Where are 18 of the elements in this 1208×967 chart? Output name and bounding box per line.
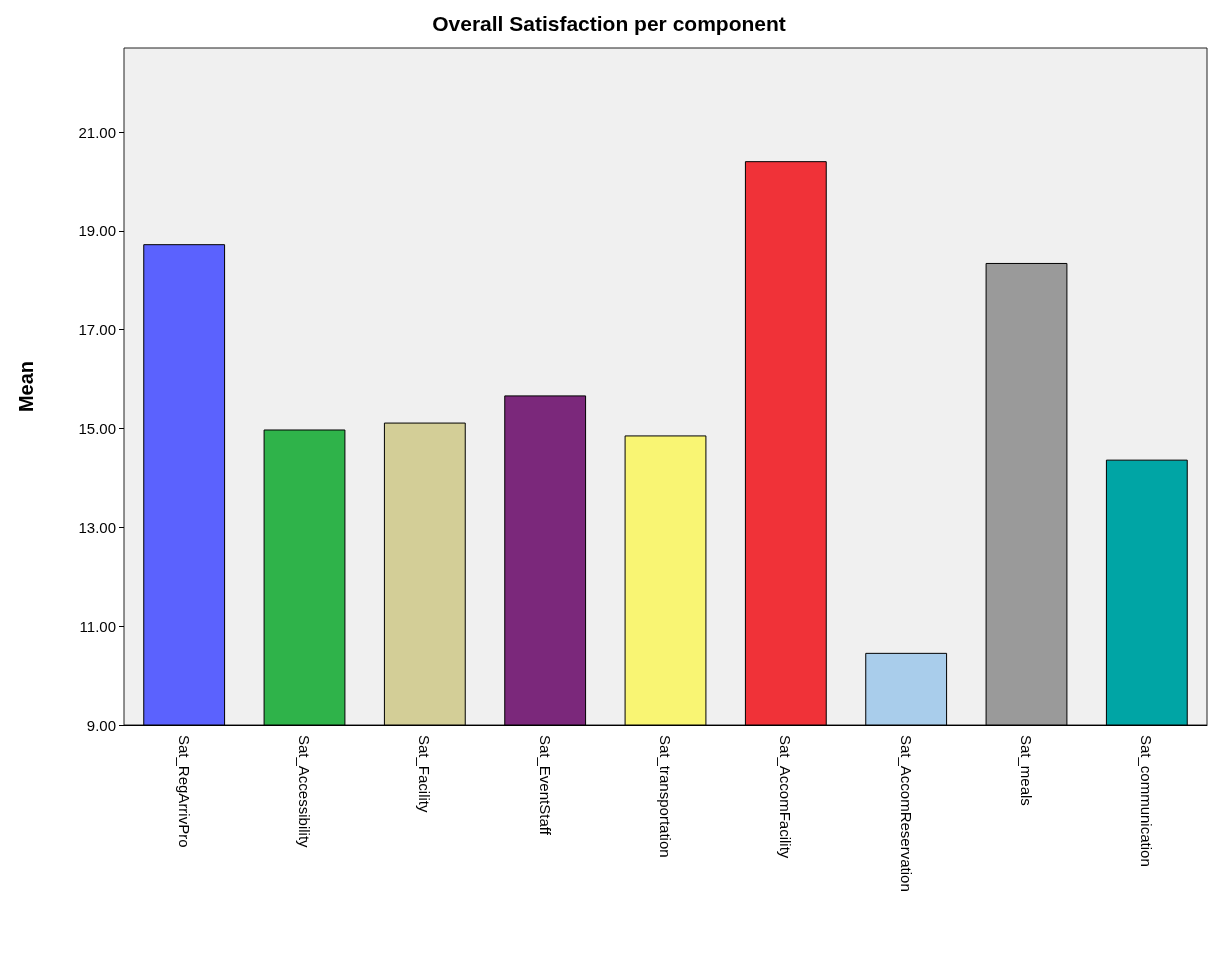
x-tick-label: Sat_EventStaff — [536, 735, 554, 836]
x-tick-label: Sat_RegArrivPro — [175, 735, 193, 848]
x-tick-label: Sat_transportation — [657, 735, 674, 858]
x-tick-label: Sat_AccomFacility — [777, 735, 795, 859]
y-tick-label: 13.00 — [78, 518, 116, 536]
x-tick-label: Sat_meals — [1018, 735, 1035, 806]
y-tick-label: 11.00 — [79, 617, 116, 635]
y-tick-label: 9.00 — [86, 716, 116, 734]
x-tick-label: Sat_Accessibility — [296, 735, 313, 849]
y-axis-title: Mean — [15, 360, 37, 413]
y-tick-label: 21.00 — [78, 123, 116, 141]
chart-title: Overall Satisfaction per component — [432, 12, 786, 35]
x-tick-label: Sat_communication — [1138, 735, 1156, 867]
y-tick-label: 15.00 — [78, 420, 116, 437]
y-tick-label: 19.00 — [78, 222, 116, 240]
x-tick-label: Sat_AccomReservation — [897, 735, 915, 892]
x-tick-label: Sat_Facility — [416, 735, 434, 814]
y-tick-label: 17.00 — [78, 321, 116, 339]
